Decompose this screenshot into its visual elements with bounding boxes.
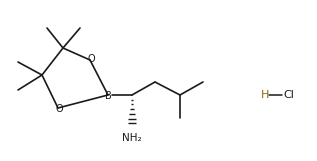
Text: O: O: [87, 54, 95, 64]
Text: B: B: [105, 91, 111, 101]
Text: NH₂: NH₂: [122, 133, 142, 143]
Text: O: O: [55, 104, 63, 114]
Text: Cl: Cl: [283, 90, 294, 100]
Text: H: H: [261, 90, 269, 100]
